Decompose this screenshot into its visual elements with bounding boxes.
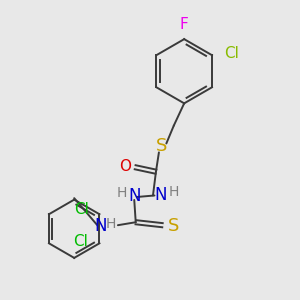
Text: Cl: Cl xyxy=(224,46,239,61)
Text: O: O xyxy=(119,159,131,174)
Text: N: N xyxy=(95,217,107,235)
Text: N: N xyxy=(154,186,167,204)
Text: H: H xyxy=(116,186,127,200)
Text: H: H xyxy=(169,184,179,199)
Text: S: S xyxy=(168,217,179,235)
Text: F: F xyxy=(180,17,189,32)
Text: N: N xyxy=(128,188,140,206)
Text: S: S xyxy=(156,137,168,155)
Text: Cl: Cl xyxy=(74,234,88,249)
Text: Cl: Cl xyxy=(74,202,89,217)
Text: H: H xyxy=(105,217,116,231)
